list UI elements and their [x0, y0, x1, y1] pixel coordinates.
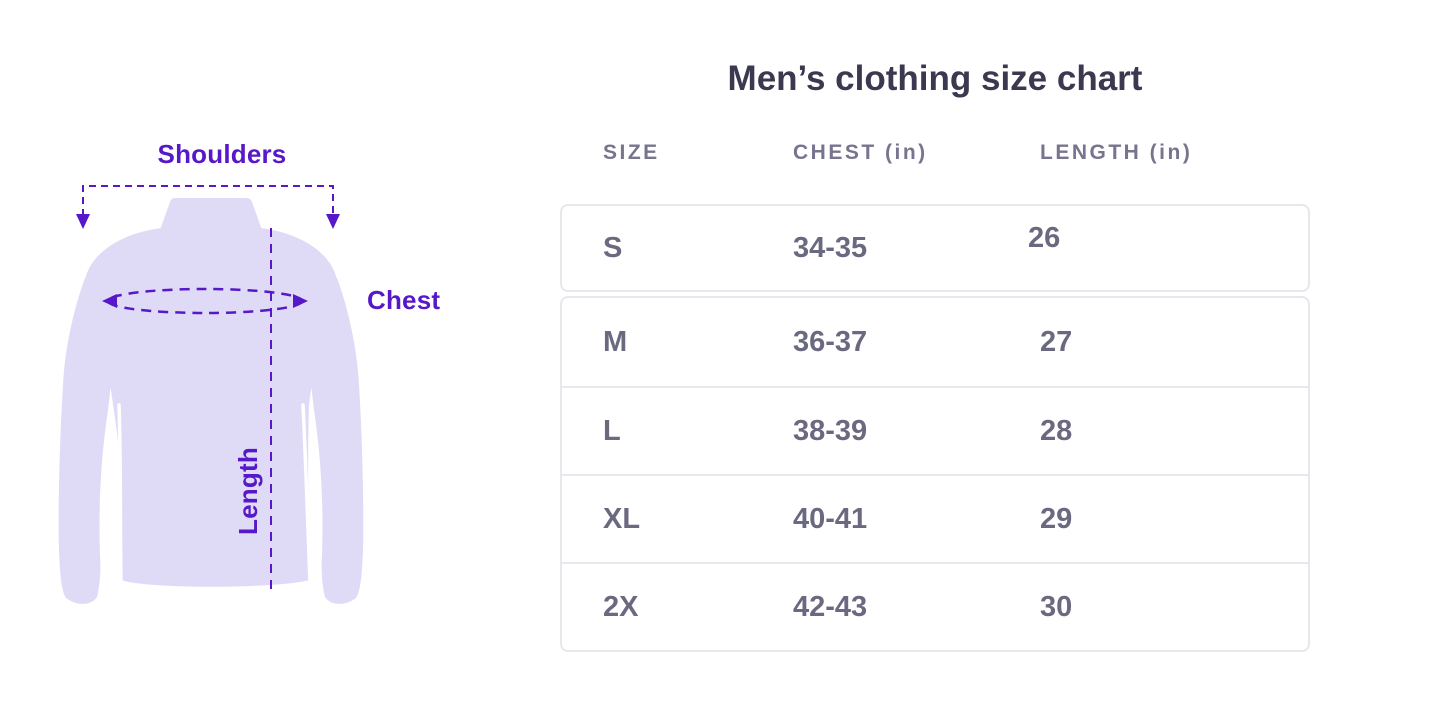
chest-cell: 34-35 — [793, 231, 868, 264]
chest-measure-line — [102, 287, 308, 315]
size-cell: M — [603, 325, 628, 358]
size-cell: 2X — [603, 590, 639, 623]
size-cell: L — [603, 414, 621, 447]
chest-cell: 36-37 — [793, 325, 868, 358]
shirt-back-graphic — [58, 185, 364, 604]
table-row: M 36-37 27 — [562, 298, 1308, 386]
length-cell: 27 — [1040, 325, 1073, 358]
chest-cell: 40-41 — [793, 502, 868, 535]
page-title: Men’s clothing size chart — [727, 59, 1143, 98]
chest-label: Chest — [367, 285, 441, 315]
table-row: L 38-39 28 — [562, 386, 1308, 474]
arrow-left-icon — [102, 294, 117, 308]
table-row: S 34-35 26 — [560, 204, 1310, 292]
size-table: S 34-35 26 M 36-37 27 L 38-39 28 XL 40-4… — [560, 204, 1310, 652]
shirt-body-shape — [58, 198, 364, 604]
length-cell: 26 — [1028, 221, 1061, 254]
table-header-row: SIZE CHEST (in) LENGTH (in) — [560, 138, 1310, 168]
column-header-size: SIZE — [603, 141, 660, 164]
size-cell: S — [603, 231, 623, 264]
chest-cell: 42-43 — [793, 590, 868, 623]
column-header-chest: CHEST (in) — [793, 141, 928, 164]
shoulders-measure-line — [76, 185, 340, 229]
length-label: Length — [233, 447, 263, 535]
table-row-group: M 36-37 27 L 38-39 28 XL 40-41 29 2X 42-… — [560, 296, 1310, 652]
arrow-right-icon — [293, 294, 308, 308]
arrow-down-icon — [76, 214, 90, 229]
size-cell: XL — [603, 502, 641, 535]
length-cell: 30 — [1040, 590, 1073, 623]
table-row: 2X 42-43 30 — [562, 562, 1308, 650]
table-row: XL 40-41 29 — [562, 474, 1308, 562]
shoulders-label: Shoulders — [157, 139, 287, 169]
arrow-down-icon — [326, 214, 340, 229]
chest-cell: 38-39 — [793, 414, 868, 447]
length-cell: 28 — [1040, 414, 1073, 447]
column-header-length: LENGTH (in) — [1040, 141, 1193, 164]
length-cell: 29 — [1040, 502, 1073, 535]
